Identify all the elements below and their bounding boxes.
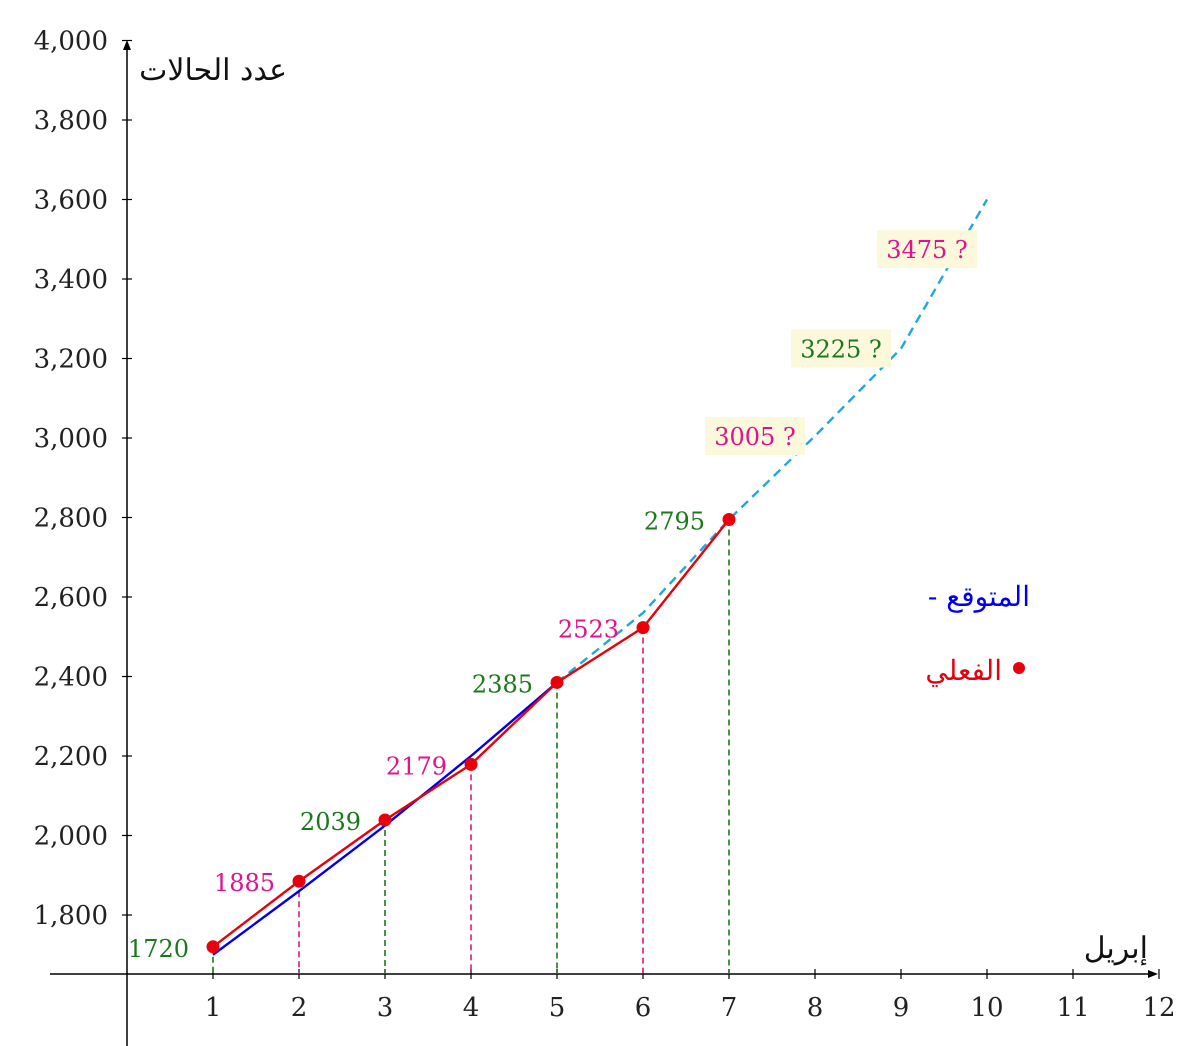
legend: - المتوقع الفعلي [925,580,1030,687]
y-tick-label: 2,800 [34,504,108,534]
y-axis-label: عدد الحالات [139,53,287,88]
data-points [206,512,736,954]
x-tick-label: 4 [463,993,480,1023]
x-tick-label: 2 [291,993,308,1023]
x-tick-label: 10 [970,993,1003,1023]
prediction-label: 3005 ? [714,423,796,451]
x-tick-label: 8 [807,993,824,1023]
x-tick-label: 1 [205,993,222,1023]
y-tick-label: 2,200 [34,742,108,772]
prediction-label: 3475 ? [886,236,968,264]
data-label: 2179 [386,752,447,780]
y-tick-label: 1,800 [34,901,108,931]
data-label: 2523 [558,616,619,644]
data-label: 2795 [644,507,705,535]
data-point [722,512,736,526]
data-label: 1720 [128,935,189,963]
prediction-box [791,329,891,368]
data-label: 2385 [472,670,533,698]
data-labels: 1720 1885 2039 2179 2385 2523 2795 3005 ? 3225 ?… [128,230,977,963]
x-tick-label: 6 [635,993,652,1023]
x-tick-label: 5 [549,993,566,1023]
x-axis-label: إبريل [1084,931,1148,966]
x-tick-label: 7 [721,993,738,1023]
y-tick-label: 3,000 [34,424,108,454]
y-tick-label: 3,800 [34,106,108,136]
y-tick-label: 2,000 [34,822,108,852]
x-axis-arrow [1148,970,1158,978]
series-lines [212,198,989,956]
y-tick-label: 3,200 [34,345,108,375]
prediction-label: 3225 ? [800,336,882,364]
legend-item-actual: الفعلي [925,654,1002,687]
y-tick-label: 4,000 [34,27,108,57]
x-tick-label: 3 [377,993,394,1023]
prediction-box [877,230,977,269]
data-point [206,940,220,954]
data-point [550,675,564,689]
legend-marker-actual [1013,662,1025,674]
prediction-box [705,417,805,456]
x-tick-label: 9 [893,993,910,1023]
series-line [556,198,989,684]
y-tick-label: 3,600 [34,186,108,216]
y-tick-label: 3,400 [34,265,108,295]
data-label: 1885 [214,869,275,897]
series-line [212,518,730,948]
y-axis-arrow [123,40,131,50]
x-tick-label: 11 [1056,993,1089,1023]
data-point [464,757,478,771]
data-point [292,874,306,888]
y-tick-label: 2,400 [34,663,108,693]
data-point [636,621,650,635]
x-tick-label: 12 [1142,993,1175,1023]
data-label: 2039 [300,808,361,836]
y-tick-label: 2,600 [34,583,108,613]
legend-item-expected: - المتوقع [928,580,1030,613]
data-point [378,813,392,827]
guide-lines [212,519,730,974]
axes: 1 2 3 4 5 6 7 8 9 10 11 121,8002,0002,2002,4002,600… [34,27,1176,1046]
